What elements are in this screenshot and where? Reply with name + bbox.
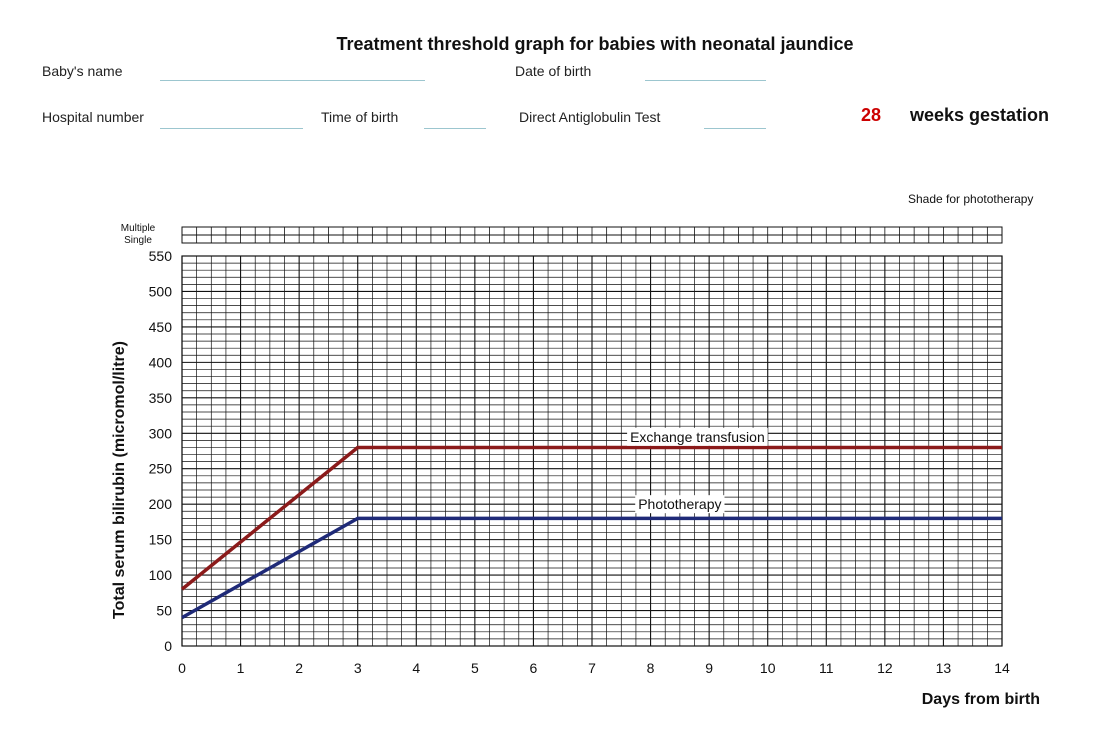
y-tick-label: 0: [164, 638, 172, 654]
x-tick-label: 5: [471, 660, 479, 676]
exchange-transfusion-line: [180, 445, 1002, 591]
shade-for-phototherapy-label: Shade for phototherapy: [908, 192, 1034, 206]
x-tick-label: 3: [354, 660, 362, 676]
x-tick-label: 2: [295, 660, 303, 676]
y-tick-label: 450: [149, 319, 173, 335]
single-label: Single: [124, 235, 152, 246]
hospital-number-field[interactable]: [160, 128, 303, 129]
chart-title: Treatment threshold graph for babies wit…: [336, 34, 854, 54]
y-tick-label: 50: [156, 603, 172, 619]
gestation-label: weeks gestation: [910, 105, 1050, 125]
x-tick-label: 8: [647, 660, 655, 676]
exchange-transfusion-annotation: Exchange transfusion: [630, 429, 765, 445]
y-tick-label: 500: [149, 283, 173, 299]
y-tick-label: 400: [149, 354, 173, 370]
y-tick-label: 550: [149, 248, 173, 264]
x-axis-label: Days from birth: [922, 691, 1040, 708]
x-tick-label: 9: [705, 660, 713, 676]
dat-label: Direct Antiglobulin Test: [519, 109, 661, 125]
annotation-background: [627, 427, 768, 446]
y-axis-label: Total serum bilirubin (micromol/litre): [111, 341, 128, 619]
babys-name-label: Baby's name: [42, 63, 123, 79]
dat-field[interactable]: [704, 128, 766, 129]
x-tick-label: 1: [237, 660, 245, 676]
y-axis-ticks: 0 50 100 150 200 250 300 350 400 450 500 550: [149, 248, 173, 654]
phototherapy-annotation: Phototherapy: [638, 496, 721, 512]
phototherapy-shade-grid: [181, 226, 1003, 244]
y-tick-label: 250: [149, 461, 173, 477]
y-tick-label: 150: [149, 532, 173, 548]
chart-series: [180, 445, 1002, 620]
x-axis-ticks: 0 1 2 3 4 5 6 7 8 9 10 11 12 13 14: [178, 660, 1010, 676]
x-tick-label: 10: [760, 660, 776, 676]
hospital-number-label: Hospital number: [42, 109, 144, 125]
annotation-background: [635, 495, 725, 514]
x-tick-label: 14: [994, 660, 1010, 676]
x-tick-label: 11: [819, 660, 834, 676]
x-tick-label: 0: [178, 660, 186, 676]
series-annotations: Exchange transfusion Phototherapy: [627, 427, 768, 514]
time-of-birth-field[interactable]: [424, 128, 486, 129]
x-tick-label: 13: [936, 660, 952, 676]
date-of-birth-label: Date of birth: [515, 63, 592, 79]
y-tick-label: 350: [149, 390, 173, 406]
x-tick-label: 4: [412, 660, 420, 676]
x-tick-label: 7: [588, 660, 596, 676]
y-tick-label: 100: [149, 567, 173, 583]
gestation-weeks-value: 28: [861, 105, 882, 125]
date-of-birth-field[interactable]: [645, 80, 766, 81]
time-of-birth-label: Time of birth: [321, 109, 399, 125]
x-tick-label: 6: [530, 660, 538, 676]
chart-grid: [181, 255, 1003, 647]
phototherapy-line: [181, 516, 1002, 620]
multiple-label: Multiple: [120, 223, 156, 234]
babys-name-field[interactable]: [160, 80, 425, 81]
y-tick-label: 200: [149, 496, 173, 512]
x-tick-label: 12: [877, 660, 893, 676]
plot-border: [181, 255, 1003, 647]
y-tick-label: 300: [149, 425, 173, 441]
